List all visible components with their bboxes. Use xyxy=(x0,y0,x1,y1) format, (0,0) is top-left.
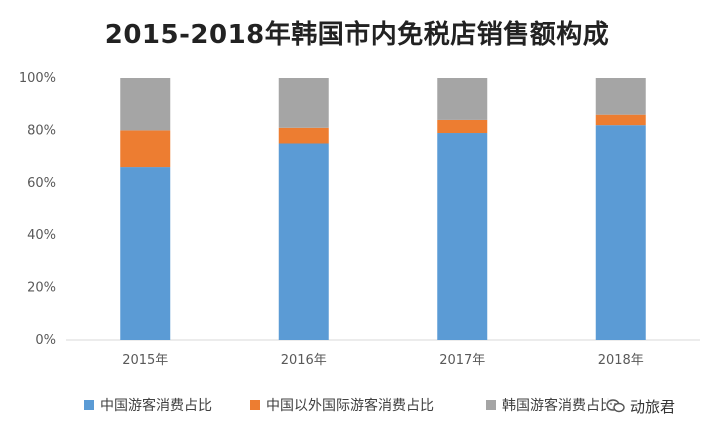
y-tick-label: 40% xyxy=(27,228,56,243)
bar-segment xyxy=(278,127,329,144)
legend-swatch-china xyxy=(84,400,94,410)
watermark: 动旅君 xyxy=(606,393,706,419)
legend-item-korea: 韩国游客消费占比 xyxy=(486,395,614,415)
bar-segment xyxy=(120,167,171,340)
stacked-bar-chart: 0% 20% 40% 60% 80% 100% 2015年 2016年 2017年 2018年 xyxy=(19,71,700,368)
bar-segment xyxy=(437,119,488,134)
legend-label-international: 中国以外国际游客消费占比 xyxy=(266,398,434,414)
y-tick-label: 80% xyxy=(27,123,56,138)
legend-label-china: 中国游客消费占比 xyxy=(100,398,212,414)
y-tick-label: 60% xyxy=(27,176,56,191)
y-tick-label: 0% xyxy=(35,333,56,348)
y-tick-label: 20% xyxy=(27,281,56,296)
bar-segment xyxy=(437,133,488,340)
bar-segment xyxy=(437,78,488,120)
chart-title: 2015-2018年韩国市内免税店销售额构成 xyxy=(104,20,610,50)
wechat-icon xyxy=(606,399,626,413)
legend-item-international: 中国以外国际游客消费占比 xyxy=(250,395,434,415)
x-tick-label: 2015年 xyxy=(122,353,168,368)
x-tick-label: 2016年 xyxy=(281,353,327,368)
bar-segment xyxy=(278,143,329,340)
x-tick-label: 2018年 xyxy=(598,353,644,368)
legend-item-china: 中国游客消费占比 xyxy=(84,395,212,415)
bar-segment xyxy=(595,114,646,126)
y-tick-label: 100% xyxy=(19,71,56,86)
bar-segment xyxy=(278,78,329,128)
x-tick-label: 2017年 xyxy=(439,353,485,368)
bar-segment xyxy=(595,125,646,340)
bar-segment xyxy=(120,78,171,131)
bar-segment xyxy=(595,78,646,115)
watermark-text: 动旅君 xyxy=(630,397,676,416)
legend-swatch-korea xyxy=(486,400,496,410)
bar-segment xyxy=(120,130,171,168)
legend: 中国游客消费占比 中国以外国际游客消费占比 韩国游客消费占比 xyxy=(0,395,714,419)
legend-swatch-international xyxy=(250,400,260,410)
legend-label-korea: 韩国游客消费占比 xyxy=(502,398,614,414)
